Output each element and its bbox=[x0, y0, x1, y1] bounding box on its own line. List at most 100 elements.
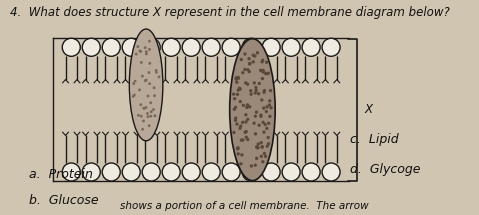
Ellipse shape bbox=[155, 69, 158, 72]
Ellipse shape bbox=[262, 38, 280, 56]
Ellipse shape bbox=[235, 81, 239, 84]
Ellipse shape bbox=[153, 114, 156, 117]
Ellipse shape bbox=[234, 76, 238, 80]
Ellipse shape bbox=[182, 38, 200, 56]
Ellipse shape bbox=[248, 105, 251, 108]
Ellipse shape bbox=[258, 124, 261, 127]
Ellipse shape bbox=[245, 106, 249, 109]
Ellipse shape bbox=[254, 86, 258, 89]
Ellipse shape bbox=[255, 146, 259, 149]
Ellipse shape bbox=[236, 93, 239, 96]
Ellipse shape bbox=[148, 71, 150, 74]
Ellipse shape bbox=[251, 60, 255, 63]
Ellipse shape bbox=[246, 138, 250, 141]
Ellipse shape bbox=[268, 99, 272, 103]
Ellipse shape bbox=[153, 86, 156, 89]
Ellipse shape bbox=[262, 163, 280, 181]
Ellipse shape bbox=[265, 61, 268, 64]
Ellipse shape bbox=[248, 62, 251, 65]
Ellipse shape bbox=[144, 79, 147, 82]
Ellipse shape bbox=[242, 163, 260, 181]
Ellipse shape bbox=[261, 145, 264, 149]
Ellipse shape bbox=[245, 135, 248, 139]
Ellipse shape bbox=[237, 152, 240, 156]
Ellipse shape bbox=[239, 124, 242, 128]
Ellipse shape bbox=[232, 131, 236, 134]
Text: shows a portion of a cell membrane.  The arrow: shows a portion of a cell membrane. The … bbox=[120, 201, 368, 211]
Ellipse shape bbox=[254, 89, 258, 92]
Ellipse shape bbox=[246, 83, 249, 86]
Ellipse shape bbox=[254, 132, 257, 135]
Ellipse shape bbox=[147, 115, 149, 118]
Ellipse shape bbox=[302, 163, 320, 181]
Ellipse shape bbox=[222, 38, 240, 56]
Ellipse shape bbox=[322, 38, 340, 56]
Text: b.  Glucose: b. Glucose bbox=[29, 194, 98, 206]
Ellipse shape bbox=[122, 38, 140, 56]
Ellipse shape bbox=[244, 130, 248, 133]
Ellipse shape bbox=[141, 128, 144, 131]
Ellipse shape bbox=[149, 101, 152, 104]
Ellipse shape bbox=[145, 79, 148, 81]
Ellipse shape bbox=[261, 60, 264, 63]
Ellipse shape bbox=[302, 38, 320, 56]
Ellipse shape bbox=[152, 108, 155, 111]
Ellipse shape bbox=[261, 59, 264, 62]
Ellipse shape bbox=[248, 70, 251, 73]
Ellipse shape bbox=[237, 77, 240, 80]
Ellipse shape bbox=[142, 38, 160, 56]
Ellipse shape bbox=[232, 92, 235, 96]
Ellipse shape bbox=[263, 123, 267, 126]
Ellipse shape bbox=[144, 46, 147, 49]
Ellipse shape bbox=[244, 81, 248, 84]
Ellipse shape bbox=[262, 131, 266, 134]
Ellipse shape bbox=[239, 100, 242, 103]
Ellipse shape bbox=[261, 77, 264, 80]
Ellipse shape bbox=[236, 147, 240, 150]
Ellipse shape bbox=[234, 119, 237, 122]
Ellipse shape bbox=[234, 106, 237, 109]
Ellipse shape bbox=[182, 163, 200, 181]
Ellipse shape bbox=[202, 38, 220, 56]
Ellipse shape bbox=[241, 138, 245, 142]
Ellipse shape bbox=[256, 146, 259, 149]
Ellipse shape bbox=[148, 48, 151, 51]
Ellipse shape bbox=[132, 95, 135, 98]
Ellipse shape bbox=[253, 54, 257, 58]
Ellipse shape bbox=[262, 121, 265, 124]
Ellipse shape bbox=[242, 38, 260, 56]
Ellipse shape bbox=[148, 124, 150, 127]
Ellipse shape bbox=[148, 62, 151, 65]
Ellipse shape bbox=[247, 57, 251, 60]
Ellipse shape bbox=[263, 71, 267, 75]
Ellipse shape bbox=[241, 71, 244, 74]
Ellipse shape bbox=[145, 106, 148, 109]
Ellipse shape bbox=[248, 62, 251, 66]
Ellipse shape bbox=[102, 38, 120, 56]
Ellipse shape bbox=[149, 115, 152, 118]
Ellipse shape bbox=[252, 121, 256, 125]
Ellipse shape bbox=[259, 69, 262, 72]
Ellipse shape bbox=[265, 105, 269, 109]
Ellipse shape bbox=[153, 94, 156, 97]
Ellipse shape bbox=[162, 163, 180, 181]
Ellipse shape bbox=[145, 50, 148, 53]
Ellipse shape bbox=[62, 163, 80, 181]
Ellipse shape bbox=[244, 113, 248, 117]
Ellipse shape bbox=[145, 52, 148, 55]
Ellipse shape bbox=[240, 162, 243, 166]
Ellipse shape bbox=[138, 49, 141, 52]
Text: d.  Glycoge: d. Glycoge bbox=[350, 163, 420, 176]
Ellipse shape bbox=[234, 116, 238, 120]
Ellipse shape bbox=[253, 91, 257, 95]
Ellipse shape bbox=[142, 107, 145, 110]
Ellipse shape bbox=[250, 164, 253, 168]
Ellipse shape bbox=[268, 115, 272, 118]
Ellipse shape bbox=[243, 131, 247, 134]
Ellipse shape bbox=[263, 89, 266, 92]
Ellipse shape bbox=[222, 163, 240, 181]
Ellipse shape bbox=[139, 50, 142, 53]
Ellipse shape bbox=[146, 112, 149, 115]
Ellipse shape bbox=[255, 157, 258, 160]
Ellipse shape bbox=[141, 75, 144, 78]
